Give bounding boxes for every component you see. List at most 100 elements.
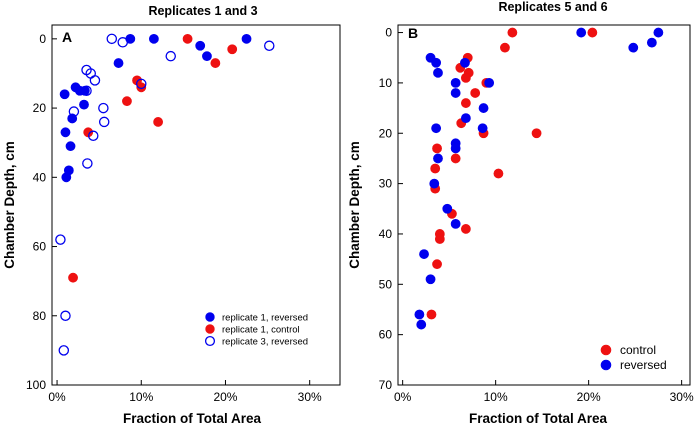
x-tick-label: 0% [48, 390, 66, 404]
data-point-control [587, 27, 598, 38]
y-tick-label: 30 [379, 177, 393, 191]
data-point-replicate-3-reversed [60, 310, 71, 322]
data-point-reversed [576, 27, 587, 38]
data-point-reversed [450, 78, 461, 88]
y-tick-label: 40 [379, 227, 393, 241]
data-point-replicate-3-reversed [58, 345, 70, 356]
data-point-replicate-1-reversed [148, 33, 159, 44]
data-point-control [460, 224, 471, 234]
data-point-reversed [419, 249, 429, 259]
data-point-replicate-1-control [122, 96, 132, 107]
data-point-replicate-1-reversed [59, 89, 70, 100]
data-point-control [500, 42, 510, 53]
legend-marker [205, 324, 215, 334]
data-point-control [470, 88, 481, 98]
chart-panel-a: Replicates 1 and 3 A 0% 10% 20% 30% 0 20 40 60 8… [2, 4, 341, 426]
data-point-replicate-3-reversed [264, 40, 275, 52]
data-point-reversed [431, 57, 442, 68]
data-point-reversed [628, 42, 639, 53]
plot-frame [397, 24, 691, 386]
data-point-reversed [646, 37, 657, 48]
data-point-reversed [484, 78, 495, 88]
data-point-replicate-1-reversed [65, 141, 76, 152]
x-tick-label: 20% [213, 390, 237, 404]
y-tick-label: 20 [379, 126, 393, 140]
data-point-reversed [450, 218, 461, 229]
y-tick-label: 100 [26, 378, 46, 392]
data-point-control [507, 27, 518, 38]
data-point-control [432, 259, 442, 270]
y-tick-label: 80 [33, 309, 47, 323]
data-point-reversed [429, 178, 440, 189]
y-tick-label: 0 [39, 32, 46, 46]
data-point-control [460, 72, 471, 83]
data-point-control [434, 234, 445, 244]
data-point-replicate-1-reversed [241, 33, 252, 44]
data-point-reversed [442, 203, 453, 214]
x-tick-label: 0% [394, 390, 412, 404]
data-point-control [493, 168, 504, 179]
data-point-control [450, 153, 461, 164]
data-point-replicate-3-reversed [117, 37, 128, 48]
data-point-replicate-3-reversed [89, 75, 101, 86]
x-tick-label: 30% [298, 390, 322, 404]
data-point-reversed [653, 27, 664, 38]
data-point-replicate-1-reversed [202, 51, 212, 62]
y-tick-label: 10 [379, 76, 393, 90]
y-tick-label: 50 [379, 277, 393, 291]
data-point-replicate-1-reversed [79, 99, 89, 110]
y-tick-label: 70 [379, 378, 393, 392]
data-point-reversed [431, 123, 442, 134]
data-point-replicate-1-control [68, 272, 78, 283]
panel-label: A [62, 29, 72, 45]
data-point-replicate-1-control [182, 33, 193, 44]
x-tick-label: 10% [484, 390, 508, 404]
data-point-reversed [425, 274, 436, 285]
data-point-replicate-1-reversed [60, 127, 71, 138]
data-point-replicate-3-reversed [165, 50, 176, 62]
axis-ticks: 0% 10% 20% 30% 0 20 40 60 80 100 [26, 32, 322, 404]
axis-ticks: 0% 10% 20% 30% 0 10 20 30 40 50 60 70 [379, 26, 694, 404]
y-tick-label: 20 [33, 101, 47, 115]
data-point-control [430, 163, 441, 174]
data-point-reversed [460, 113, 471, 124]
legend-label: replicate 3, reversed [222, 337, 308, 348]
y-tick-label: 0 [385, 26, 392, 40]
data-point-reversed [477, 123, 488, 134]
legend-marker [600, 344, 612, 356]
chart-title: Replicates 1 and 3 [148, 4, 257, 18]
y-tick-label: 60 [33, 240, 47, 254]
legend-label: control [620, 343, 656, 357]
panel-label: B [408, 25, 418, 41]
data-point-reversed [478, 103, 489, 113]
data-point-replicate-1-control [210, 58, 221, 68]
y-axis-label: Chamber Depth, cm [2, 141, 17, 269]
data-point-reversed [450, 143, 461, 154]
data-point-reversed [416, 319, 427, 330]
data-point-replicate-3-reversed [106, 33, 118, 45]
data-point-control [426, 309, 437, 320]
plot-frame [51, 24, 341, 386]
data-points [55, 33, 275, 356]
data-point-replicate-1-reversed [113, 58, 124, 68]
data-point-replicate-3-reversed [88, 130, 99, 142]
y-axis-label: Chamber Depth, cm [347, 141, 362, 269]
y-tick-label: 40 [33, 170, 47, 184]
x-axis-label: Fraction of Total Area [123, 411, 262, 426]
data-point-replicate-1-reversed [195, 40, 206, 51]
legend-marker [600, 359, 612, 371]
data-point-replicate-3-reversed [55, 234, 66, 245]
x-tick-label: 20% [577, 390, 601, 404]
data-point-control [460, 98, 471, 108]
data-point-reversed [433, 153, 443, 164]
x-axis-label: Fraction of Total Area [469, 411, 608, 426]
legend-label: replicate 1, control [222, 325, 300, 336]
data-point-replicate-1-reversed [61, 172, 72, 183]
data-point-replicate-1-control [227, 44, 238, 55]
data-point-reversed [414, 309, 425, 320]
chart-title: Replicates 5 and 6 [498, 0, 607, 14]
data-point-replicate-3-reversed [136, 78, 147, 90]
data-point-replicate-3-reversed [98, 116, 110, 128]
